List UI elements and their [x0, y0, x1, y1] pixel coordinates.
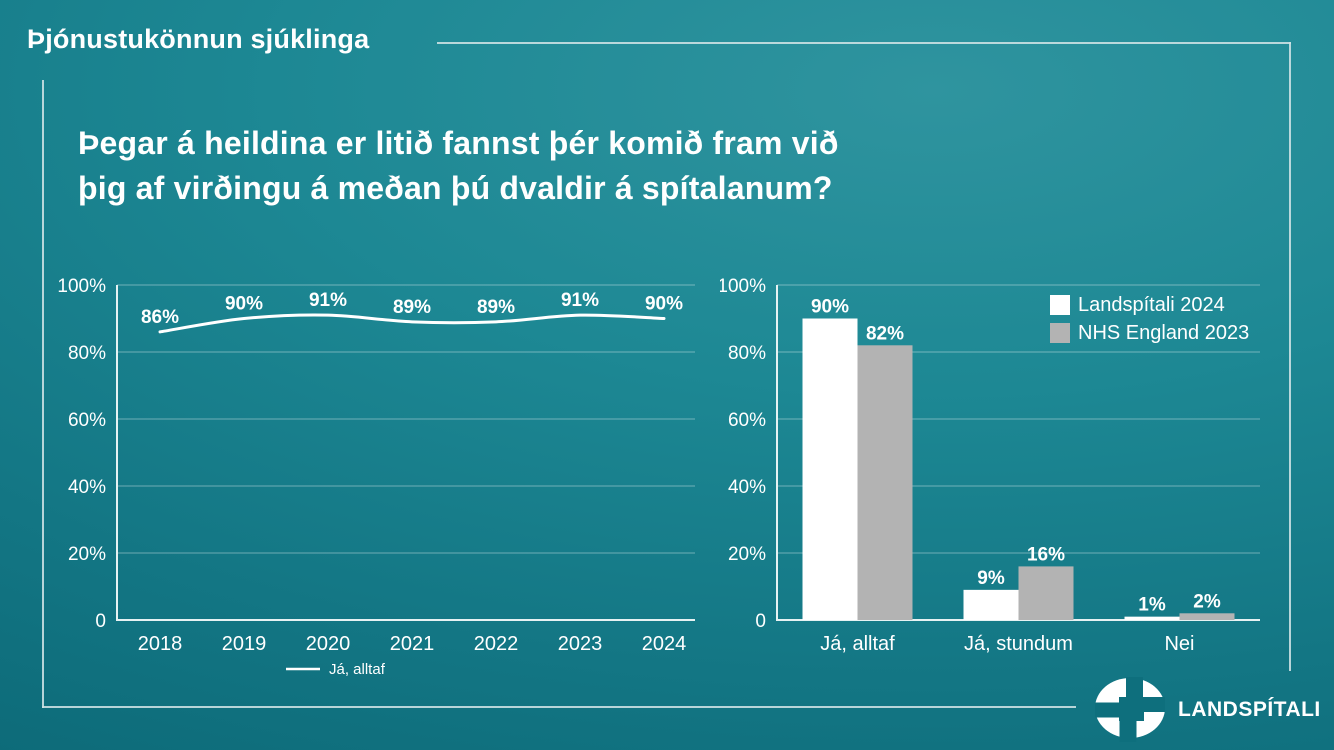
- bar: [802, 318, 858, 620]
- logo-text: LANDSPÍTALI: [1178, 698, 1321, 721]
- y-tick-label: 40%: [728, 477, 766, 498]
- logo: LANDSPÍTALI: [1095, 677, 1321, 743]
- y-tick-label: 100%: [720, 276, 766, 297]
- bar-value-label: 9%: [977, 568, 1005, 589]
- y-tick-label: 80%: [728, 343, 766, 364]
- x-tick-label: 2018: [138, 633, 183, 655]
- y-tick-label: 0: [755, 611, 766, 632]
- bar-chart: 100% 80% 60% 40% 20% 0 90% 82% Já, alltaf 9% 16% Já…: [720, 276, 1260, 655]
- category-label: Já, alltaf: [820, 633, 895, 655]
- bar-value-label: 1%: [1138, 595, 1166, 616]
- frame-line-left: [42, 80, 44, 708]
- y-tick-label: 100%: [57, 276, 106, 297]
- x-tick-label: 2021: [390, 633, 435, 655]
- frame-line-top: [437, 42, 1291, 44]
- data-point-label: 86%: [141, 307, 179, 328]
- landspitali-cross-icon: [1095, 677, 1165, 742]
- data-point-label: 90%: [225, 294, 263, 315]
- trend-line: [158, 313, 666, 334]
- legend-label: NHS England 2023: [1078, 322, 1249, 344]
- data-point-label: 91%: [561, 290, 599, 311]
- legend-swatch: [1050, 295, 1070, 315]
- question-heading: Þegar á heildina er litið fannst þér kom…: [78, 121, 839, 211]
- bar-value-label: 82%: [866, 323, 904, 344]
- x-tick-label: 2020: [306, 633, 351, 655]
- bar: [1179, 613, 1235, 620]
- bar-value-label: 16%: [1027, 544, 1065, 565]
- y-tick-label: 40%: [68, 477, 106, 498]
- bar: [1018, 566, 1074, 620]
- y-tick-label: 80%: [68, 343, 106, 364]
- bar: [1124, 616, 1180, 620]
- legend-label: Landspítali 2024: [1078, 294, 1225, 316]
- x-tick-label: 2023: [558, 633, 603, 655]
- y-tick-label: 20%: [68, 544, 106, 565]
- bar-value-label: 90%: [811, 297, 849, 318]
- legend-label: Já, alltaf: [329, 661, 386, 678]
- data-point-label: 89%: [477, 297, 515, 318]
- y-tick-label: 60%: [68, 410, 106, 431]
- line-chart: 100% 80% 60% 40% 20% 0 86% 2018 90% 2019 91% 2020 89…: [57, 276, 695, 678]
- page-title: Þjónustukönnun sjúklinga: [27, 24, 370, 54]
- legend-swatch: [1050, 323, 1070, 343]
- data-point-label: 89%: [393, 297, 431, 318]
- x-tick-label: 2024: [642, 633, 687, 655]
- x-tick-label: 2019: [222, 633, 267, 655]
- question-line-1: Þegar á heildina er litið fannst þér kom…: [78, 125, 839, 161]
- y-tick-label: 60%: [728, 410, 766, 431]
- question-line-2: þig af virðingu á meðan þú dvaldir á spí…: [78, 170, 833, 206]
- y-tick-label: 20%: [728, 544, 766, 565]
- category-label: Nei: [1164, 633, 1194, 655]
- category-label: Já, stundum: [964, 633, 1073, 655]
- frame-line-right: [1289, 42, 1291, 671]
- frame-line-bottom: [42, 706, 1076, 708]
- bar: [857, 345, 913, 620]
- data-point-label: 90%: [645, 294, 683, 315]
- x-tick-label: 2022: [474, 633, 519, 655]
- y-tick-label: 0: [95, 611, 106, 632]
- data-point-label: 91%: [309, 290, 347, 311]
- bar-value-label: 2%: [1193, 591, 1221, 612]
- bar: [963, 589, 1019, 620]
